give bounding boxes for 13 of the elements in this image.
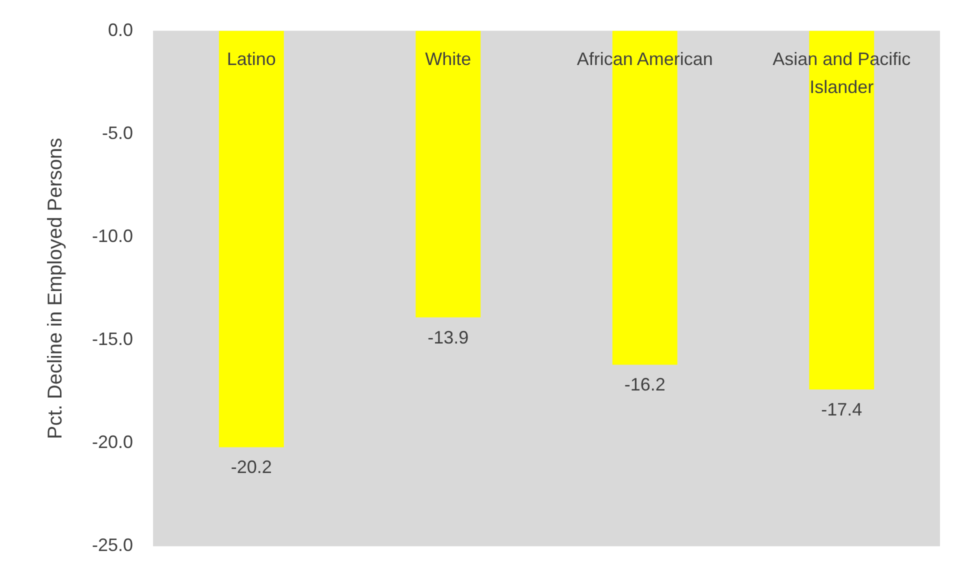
y-tick-label: -25.0 <box>92 535 134 556</box>
y-tick-label: -5.0 <box>102 122 134 143</box>
y-tick-label: 0.0 <box>108 20 134 40</box>
data-label: -16.2 <box>624 374 666 395</box>
y-tick-label: -10.0 <box>92 226 134 246</box>
data-label: -17.4 <box>821 399 862 420</box>
x-tick-label: White <box>425 48 472 69</box>
y-tick-label: -15.0 <box>92 329 134 350</box>
data-label: -13.9 <box>428 327 469 348</box>
y-axis-title: Pct. Decline in Employed Persons <box>44 138 67 440</box>
x-tick-label: Latino <box>226 48 276 69</box>
y-tick-label: -20.0 <box>92 432 134 452</box>
data-label: -20.2 <box>230 457 272 478</box>
